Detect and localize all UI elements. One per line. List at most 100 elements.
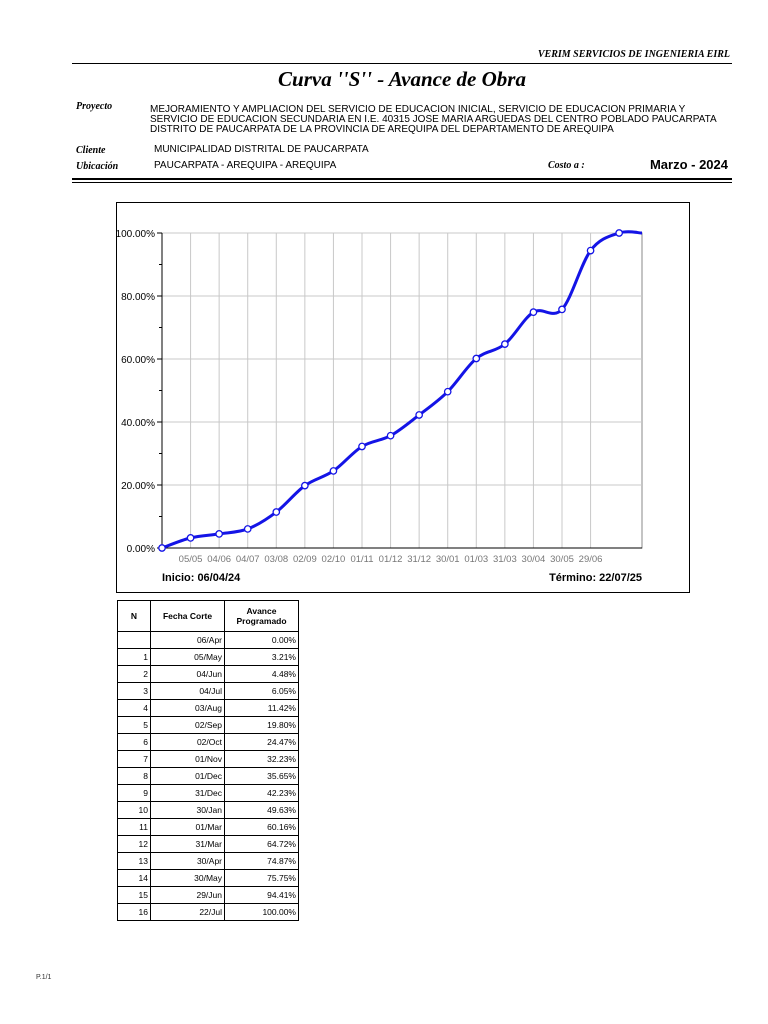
row-fecha: 30/Jan (150, 801, 225, 819)
row-fecha: 29/Jun (150, 886, 225, 904)
y-tick-label: 0.00% (127, 544, 155, 555)
table-row: 13 30/Apr 74.87% (117, 852, 299, 870)
table-row: 5 02/Sep 19.80% (117, 716, 299, 734)
table-row: 7 01/Nov 32.23% (117, 750, 299, 768)
data-point (529, 308, 538, 317)
row-n: 3 (117, 682, 151, 700)
table-row: 16 22/Jul 100.00% (117, 903, 299, 921)
row-avance: 3.21% (224, 648, 299, 666)
table-header-row: N Fecha Corte Avance Programado (117, 600, 299, 632)
table-row: 12 31/Mar 64.72% (117, 835, 299, 853)
data-point (358, 442, 366, 451)
row-n (117, 631, 151, 649)
row-n: 9 (117, 784, 151, 802)
row-avance: 94.41% (224, 886, 299, 904)
row-avance: 24.47% (224, 733, 299, 751)
cliente-text: MUNICIPALIDAD DISTRITAL DE PAUCARPATA (154, 144, 369, 155)
page-title: Curva ''S'' - Avance de Obra (278, 67, 526, 91)
row-fecha: 31/Dec (150, 784, 225, 802)
row-fecha: 03/Aug (150, 699, 225, 717)
row-fecha: 31/Mar (150, 835, 225, 853)
row-avance: 11.42% (224, 699, 299, 717)
y-tick-label: 60.00% (121, 355, 155, 366)
row-avance: 74.87% (224, 852, 299, 870)
x-tick-label: 03/08 (264, 554, 288, 565)
row-fecha: 01/Mar (150, 818, 225, 836)
row-avance: 4.48% (224, 665, 299, 683)
table-row: 3 04/Jul 6.05% (117, 682, 299, 700)
chart-svg: 0.00% 20.00% 40.00% 60.00% 80.00% 100.00% 05/0… (117, 229, 643, 565)
table-row: 14 30/May 75.75% (117, 869, 299, 887)
row-fecha: 02/Oct (150, 733, 225, 751)
row-n: 11 (117, 818, 151, 836)
x-tick-label: 30/05 (550, 554, 574, 565)
row-n: 2 (117, 665, 151, 683)
data-point (329, 467, 338, 475)
x-tick-label: 01/03 (464, 554, 488, 565)
row-fecha: 01/Dec (150, 767, 225, 785)
row-n: 6 (117, 733, 151, 751)
row-avance: 42.23% (224, 784, 299, 802)
x-tick-label: 30/04 (522, 554, 546, 565)
table-row: 15 29/Jun 94.41% (117, 886, 299, 904)
s-curve-chart: 0.00% 20.00% 40.00% 60.00% 80.00% 100.00% 05/0… (116, 202, 690, 593)
row-fecha: 30/Apr (150, 852, 225, 870)
data-point (301, 481, 309, 490)
row-fecha: 04/Jun (150, 665, 225, 683)
x-tick-label: 30/01 (436, 554, 460, 565)
plot-area (161, 232, 643, 549)
data-point (472, 354, 481, 363)
x-tick-label: 02/10 (322, 554, 346, 565)
row-n: 1 (117, 648, 151, 666)
x-tick-label: 31/03 (493, 554, 517, 565)
x-tick-label: 01/12 (379, 554, 403, 565)
data-point (186, 534, 195, 542)
header-rule-2 (72, 182, 732, 183)
row-n: 16 (117, 903, 151, 921)
table-row: 8 01/Dec 35.65% (117, 767, 299, 785)
x-tick-label: 04/06 (207, 554, 231, 565)
row-n: 4 (117, 699, 151, 717)
report-date: Marzo - 2024 (649, 157, 728, 172)
row-avance: 6.05% (224, 682, 299, 700)
cliente-label: Cliente (76, 145, 106, 156)
row-fecha: 04/Jul (150, 682, 225, 700)
row-avance: 49.63% (224, 801, 299, 819)
row-fecha: 02/Sep (150, 716, 225, 734)
x-tick-label: 02/09 (293, 554, 317, 565)
data-point (615, 229, 623, 237)
data-point (586, 246, 595, 255)
row-n: 14 (117, 869, 151, 887)
x-tick-label: 29/06 (579, 554, 603, 565)
row-avance: 0.00% (224, 631, 299, 649)
ubicacion-text: PAUCARPATA - AREQUIPA - AREQUIPA (154, 160, 337, 171)
data-point (558, 305, 566, 314)
data-point (272, 508, 281, 516)
top-rule (72, 63, 732, 64)
table-row: 6 02/Oct 24.47% (117, 733, 299, 751)
header-rule-1 (72, 178, 732, 180)
col-avance: Avance Programado (224, 600, 299, 632)
row-avance: 32.23% (224, 750, 299, 768)
company-name: VERIM SERVICIOS DE INGENIERIA EIRL (537, 49, 730, 60)
row-fecha: 05/May (150, 648, 225, 666)
row-n: 8 (117, 767, 151, 785)
x-tick-label: 01/11 (350, 554, 373, 565)
row-fecha: 22/Jul (150, 903, 225, 921)
col-avance-label: Avance Programado (236, 606, 287, 626)
page-number: P.1/1 (36, 974, 52, 981)
data-point (243, 525, 252, 533)
row-fecha: 30/May (150, 869, 225, 887)
table-row: 10 30/Jan 49.63% (117, 801, 299, 819)
end-date-label: Término: 22/07/25 (549, 572, 642, 584)
table-row: 06/Apr 0.00% (117, 631, 299, 649)
row-n: 5 (117, 716, 151, 734)
row-n: 15 (117, 886, 151, 904)
table-body: 06/Apr 0.00% 1 05/May 3.21% 2 04/Jun 4.48% 3 04/J… (117, 631, 299, 921)
table-row: 11 01/Mar 60.16% (117, 818, 299, 836)
table-row: 9 31/Dec 42.23% (117, 784, 299, 802)
x-tick-label: 05/05 (179, 554, 203, 565)
y-tick-label: 80.00% (121, 292, 155, 303)
data-point (501, 340, 509, 348)
proyecto-label: Proyecto (76, 101, 113, 112)
